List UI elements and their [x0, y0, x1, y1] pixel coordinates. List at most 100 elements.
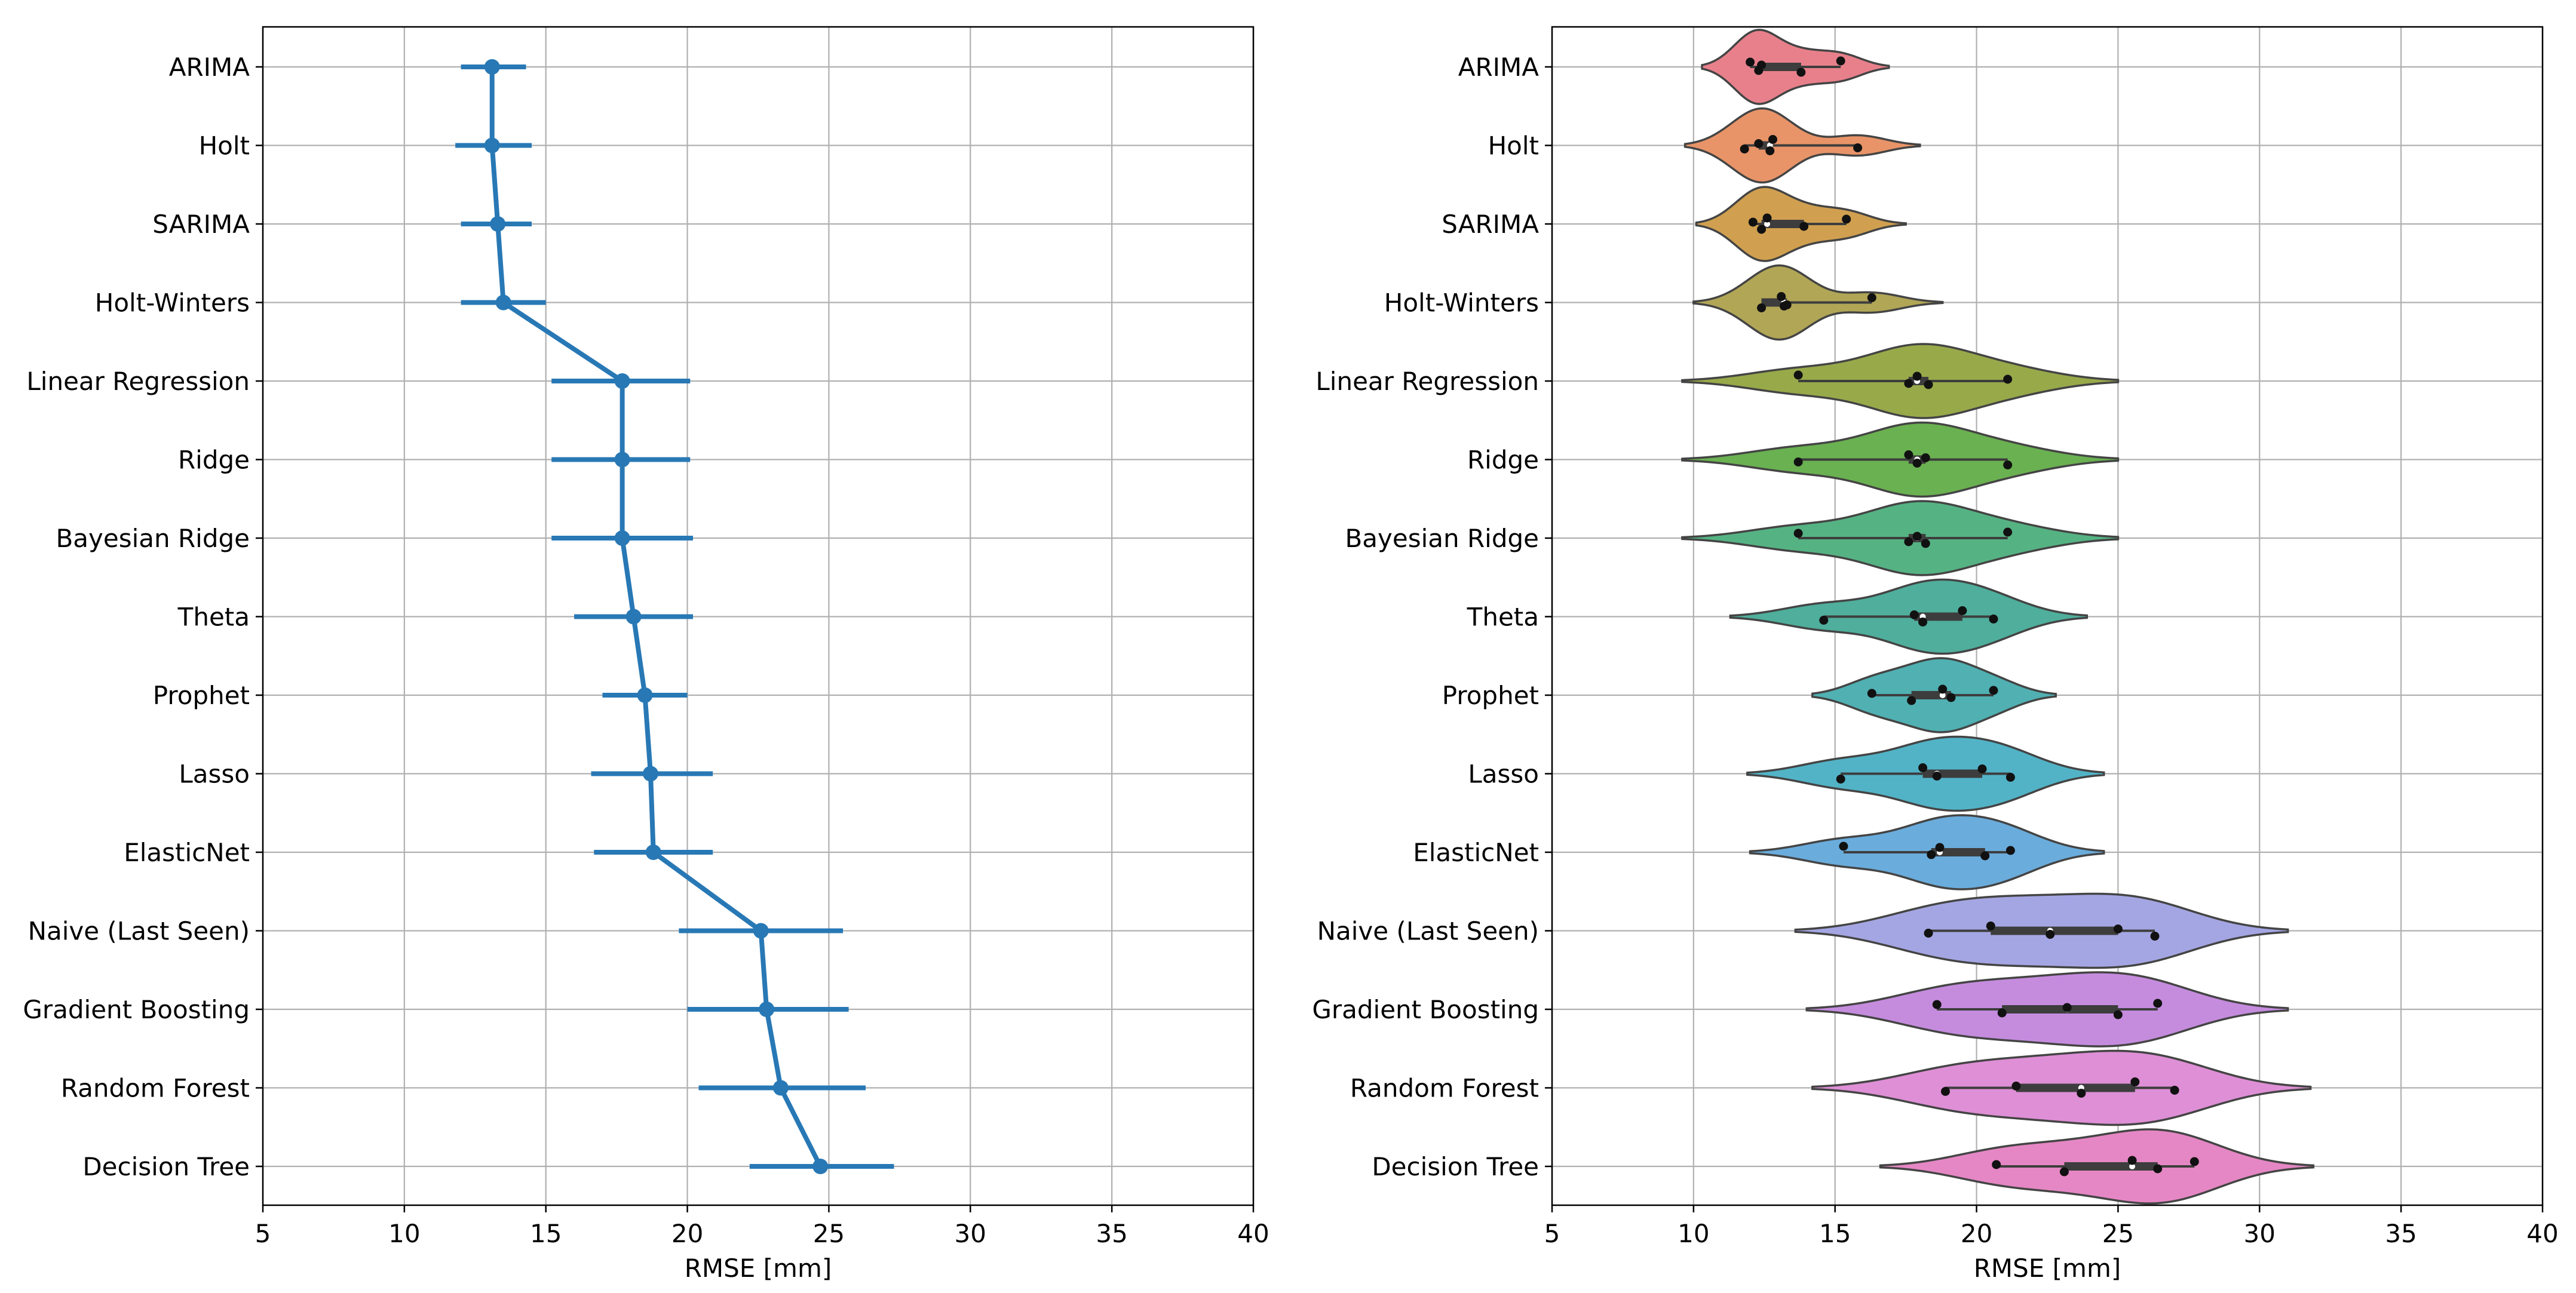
x-tick-label: 5	[1544, 1219, 1560, 1248]
mean-point-holt-winters	[495, 294, 511, 311]
x-tick-label: 5	[255, 1219, 271, 1248]
data-point-sarima	[1799, 222, 1809, 231]
data-point-sarima	[1757, 225, 1767, 234]
y-tick-label-sarima: SARIMA	[1442, 210, 1539, 239]
y-tick-label-prophet: Prophet	[153, 681, 250, 710]
mean-point-sarima	[490, 216, 506, 232]
data-point-elasticnet	[1980, 851, 1990, 861]
data-point-bayesian-ridge	[1904, 537, 1913, 546]
x-tick-label: 35	[2385, 1219, 2416, 1248]
data-point-arima	[1796, 67, 1806, 77]
violin-median-prophet	[1939, 692, 1946, 698]
mean-point-random-forest	[772, 1080, 789, 1096]
y-tick-label-gradient-boosting: Gradient Boosting	[23, 995, 250, 1024]
data-point-sarima	[1842, 214, 1851, 224]
y-tick-label-arima: ARIMA	[169, 53, 250, 82]
y-tick-label-elasticnet: ElasticNet	[124, 838, 250, 867]
data-point-ridge	[1793, 457, 1803, 466]
x-tick-label: 35	[1096, 1219, 1127, 1248]
x-tick-label: 15	[1819, 1219, 1851, 1248]
y-tick-label-holt: Holt	[1488, 131, 1539, 161]
data-point-random-forest	[1940, 1087, 1950, 1096]
y-tick-label-naive-last-seen: Naive (Last Seen)	[28, 917, 250, 946]
data-point-holt-winters	[1867, 293, 1876, 302]
y-tick-label-gradient-boosting: Gradient Boosting	[1312, 995, 1539, 1024]
y-tick-label-naive-last-seen: Naive (Last Seen)	[1317, 917, 1539, 946]
data-point-random-forest	[2011, 1082, 2021, 1091]
y-tick-label-decision-tree: Decision Tree	[82, 1152, 250, 1181]
mean-point-prophet	[637, 687, 653, 703]
violin-median-decision-tree	[2129, 1163, 2136, 1169]
x-tick-label: 20	[1961, 1219, 1992, 1248]
data-point-decision-tree	[2189, 1157, 2199, 1166]
data-point-prophet	[1907, 696, 1916, 705]
data-point-decision-tree	[2059, 1167, 2069, 1177]
plot-frame	[1551, 26, 2544, 1206]
data-point-linear-regression	[2003, 374, 2013, 384]
data-point-decision-tree	[1992, 1160, 2001, 1169]
data-point-lasso	[1977, 764, 1987, 773]
data-point-arima	[1836, 56, 1845, 66]
data-point-holt-winters	[1777, 292, 1786, 301]
data-point-linear-regression	[1793, 370, 1803, 380]
data-point-arima	[1746, 57, 1755, 67]
data-point-lasso	[1932, 772, 1942, 781]
pointplot-panel: 5 10 15 20 25 30 35 40 ARIMA Holt SARIMA Holt-Winte…	[23, 26, 1269, 1283]
y-tick-label-linear-regression: Linear Regression	[1315, 367, 1539, 396]
mean-point-elasticnet	[645, 844, 661, 860]
y-tick-label-bayesian-ridge: Bayesian Ridge	[56, 524, 250, 553]
y-tick-label-arima: ARIMA	[1458, 53, 1540, 82]
data-point-lasso	[1918, 763, 1928, 772]
y-tick-label-theta: Theta	[177, 603, 250, 632]
x-tick-label: 20	[671, 1219, 703, 1248]
x-tick-label: 10	[1678, 1219, 1709, 1248]
data-point-theta	[1918, 618, 1928, 626]
data-point-elasticnet	[1839, 841, 1848, 851]
plot-frame	[262, 26, 1255, 1206]
x-axis-label: RMSE [mm]	[1974, 1254, 2121, 1283]
data-point-linear-regression	[1924, 380, 1933, 389]
data-point-arima	[1757, 60, 1767, 70]
data-point-naive-last-seen	[1986, 922, 1995, 930]
x-tick-label: 15	[530, 1219, 562, 1248]
x-tick-label: 10	[388, 1219, 420, 1248]
data-point-elasticnet	[2005, 846, 2015, 855]
x-tick-label: 30	[955, 1219, 986, 1248]
data-point-random-forest	[2170, 1086, 2179, 1095]
y-tick-label-sarima: SARIMA	[152, 210, 250, 239]
y-tick-label-ridge: Ridge	[178, 446, 250, 475]
data-point-naive-last-seen	[2150, 932, 2160, 941]
y-tick-label-linear-regression: Linear Regression	[26, 367, 250, 396]
y-tick-label-elasticnet: ElasticNet	[1413, 838, 1539, 867]
data-point-holt-winters	[1779, 302, 1789, 311]
data-point-holt	[1853, 143, 1863, 152]
data-point-decision-tree	[2127, 1156, 2137, 1165]
data-point-random-forest	[2130, 1077, 2140, 1086]
x-axis-label: RMSE [mm]	[685, 1254, 832, 1283]
mean-point-ridge	[614, 452, 630, 468]
y-tick-label-prophet: Prophet	[1442, 681, 1539, 710]
data-point-linear-regression	[1904, 379, 1913, 388]
data-point-ridge	[1904, 450, 1913, 459]
data-point-prophet	[1938, 684, 1948, 694]
mean-point-bayesian-ridge	[614, 530, 630, 546]
data-point-gradient-boosting	[2153, 999, 2163, 1008]
mean-point-decision-tree	[812, 1159, 829, 1174]
data-point-ridge	[2003, 460, 2013, 469]
y-tick-label-holt-winters: Holt-Winters	[1384, 288, 1539, 318]
y-tick-label-random-forest: Random Forest	[1350, 1074, 1539, 1103]
data-point-holt	[1768, 135, 1777, 144]
data-point-holt	[1765, 146, 1775, 155]
data-point-ridge	[1921, 453, 1930, 462]
y-tick-label-holt: Holt	[199, 131, 250, 161]
violin-panel: 5 10 15 20 25 30 35 40 ARIMA Holt SARIMA Holt-Winte…	[1312, 26, 2559, 1283]
y-tick-label-lasso: Lasso	[1468, 760, 1539, 789]
data-point-prophet	[1946, 693, 1956, 702]
data-point-decision-tree	[2153, 1164, 2163, 1174]
data-point-gradient-boosting	[2062, 1003, 2072, 1012]
y-tick-label-theta: Theta	[1467, 603, 1539, 632]
y-tick-label-holt-winters: Holt-Winters	[95, 288, 250, 318]
data-point-lasso	[2005, 773, 2015, 782]
data-point-bayesian-ridge	[1793, 529, 1803, 538]
